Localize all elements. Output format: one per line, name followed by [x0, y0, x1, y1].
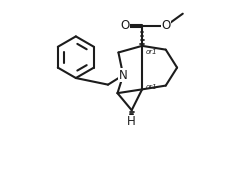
Text: or1: or1: [145, 84, 157, 90]
Text: or1: or1: [145, 49, 157, 55]
Text: O: O: [161, 19, 170, 31]
Text: N: N: [119, 69, 128, 82]
Text: O: O: [120, 19, 129, 31]
Text: H: H: [127, 115, 136, 128]
